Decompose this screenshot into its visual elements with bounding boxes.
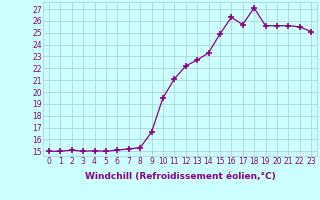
X-axis label: Windchill (Refroidissement éolien,°C): Windchill (Refroidissement éolien,°C) (84, 172, 276, 181)
